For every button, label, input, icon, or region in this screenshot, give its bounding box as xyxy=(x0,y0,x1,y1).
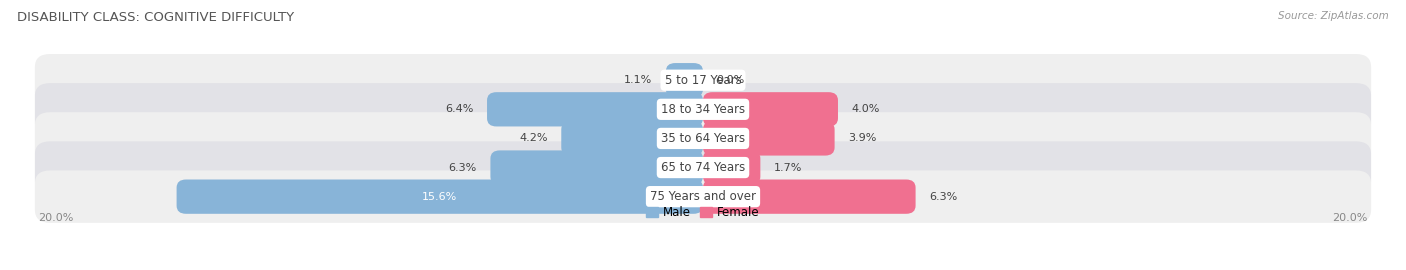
Text: 6.3%: 6.3% xyxy=(449,163,477,173)
FancyBboxPatch shape xyxy=(35,83,1371,136)
Text: 18 to 34 Years: 18 to 34 Years xyxy=(661,103,745,116)
FancyBboxPatch shape xyxy=(703,150,761,185)
Text: 4.2%: 4.2% xyxy=(519,133,548,143)
Text: 4.0%: 4.0% xyxy=(852,104,880,114)
Text: Source: ZipAtlas.com: Source: ZipAtlas.com xyxy=(1278,11,1389,21)
FancyBboxPatch shape xyxy=(491,150,703,185)
Text: 1.7%: 1.7% xyxy=(773,163,803,173)
Text: 6.4%: 6.4% xyxy=(446,104,474,114)
Text: DISABILITY CLASS: COGNITIVE DIFFICULTY: DISABILITY CLASS: COGNITIVE DIFFICULTY xyxy=(17,11,294,24)
FancyBboxPatch shape xyxy=(177,180,703,214)
FancyBboxPatch shape xyxy=(703,180,915,214)
Text: 5 to 17 Years: 5 to 17 Years xyxy=(665,74,741,87)
FancyBboxPatch shape xyxy=(561,121,703,156)
Text: 65 to 74 Years: 65 to 74 Years xyxy=(661,161,745,174)
FancyBboxPatch shape xyxy=(666,63,703,97)
FancyBboxPatch shape xyxy=(703,121,835,156)
Text: 3.9%: 3.9% xyxy=(848,133,876,143)
Text: 6.3%: 6.3% xyxy=(929,192,957,202)
Text: 20.0%: 20.0% xyxy=(38,212,73,223)
FancyBboxPatch shape xyxy=(703,92,838,126)
FancyBboxPatch shape xyxy=(35,170,1371,223)
FancyBboxPatch shape xyxy=(35,54,1371,106)
FancyBboxPatch shape xyxy=(486,92,703,126)
Text: 20.0%: 20.0% xyxy=(1333,212,1368,223)
Text: 0.0%: 0.0% xyxy=(717,75,745,85)
Text: 75 Years and over: 75 Years and over xyxy=(650,190,756,203)
Text: 1.1%: 1.1% xyxy=(624,75,652,85)
FancyBboxPatch shape xyxy=(35,112,1371,165)
Legend: Male, Female: Male, Female xyxy=(641,201,765,224)
Text: 15.6%: 15.6% xyxy=(422,192,457,202)
FancyBboxPatch shape xyxy=(35,141,1371,194)
Text: 35 to 64 Years: 35 to 64 Years xyxy=(661,132,745,145)
